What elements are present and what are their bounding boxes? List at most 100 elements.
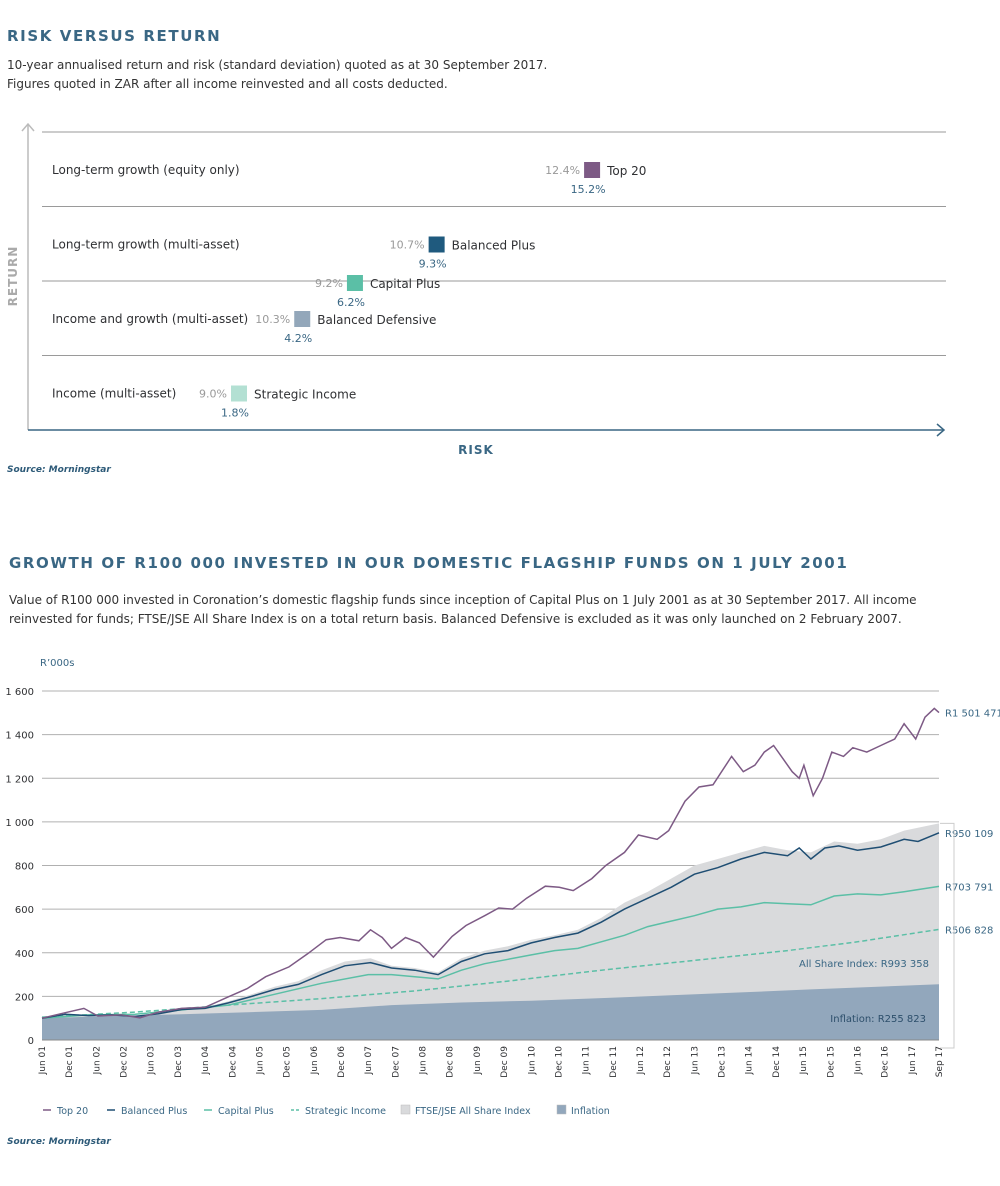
y-tick-label: 1 000	[5, 818, 34, 829]
fund-return-label: 12.4%	[545, 164, 580, 177]
end-value-label: R950 109	[945, 829, 993, 840]
x-tick-label: Dec 15	[826, 1046, 836, 1078]
risk-return-subtitle-line2: Figures quoted in ZAR after all income r…	[7, 76, 448, 91]
legend-label: Top 20	[56, 1106, 88, 1117]
line-top-20	[41, 707, 940, 1019]
x-tick-label: Dec 06	[337, 1046, 347, 1078]
x-tick-label: Jun 14	[745, 1046, 755, 1076]
x-tick-label: Dec 08	[446, 1046, 456, 1078]
x-tick-label: Jun 16	[853, 1046, 863, 1076]
risk-axis-label: RISK	[458, 443, 494, 457]
x-tick-label: Dec 10	[554, 1046, 564, 1078]
x-tick-label: Dec 09	[500, 1046, 510, 1078]
x-tick-label: Dec 04	[228, 1046, 238, 1078]
fund-return-label: 10.3%	[255, 313, 290, 326]
category-label: Income (multi-asset)	[52, 387, 176, 401]
legend-label: Inflation	[571, 1106, 610, 1117]
fund-risk-label: 15.2%	[571, 183, 606, 196]
risk-axis-arrow	[936, 423, 946, 437]
category-label: Long-term growth (equity only)	[52, 163, 240, 177]
fund-return-label: 9.2%	[315, 277, 343, 290]
end-value-label: R703 791	[945, 882, 993, 893]
area-ftse-jse-all-share-index	[42, 823, 939, 1040]
y-tick-label: 1 200	[5, 774, 34, 785]
risk-return-title: RISK VERSUS RETURN	[7, 27, 222, 45]
risk-return-subtitle: 10-year annualised return and risk (stan…	[7, 56, 547, 93]
fund-name-label: Balanced Plus	[452, 239, 536, 253]
category-label: Long-term growth (multi-asset)	[52, 238, 240, 252]
x-tick-label: Jun 15	[799, 1046, 809, 1075]
y-tick-label: 200	[15, 992, 34, 1003]
fund-marker	[584, 162, 601, 178]
x-tick-label: Dec 03	[174, 1046, 184, 1078]
line-capital-plus	[41, 885, 940, 1019]
fund-marker	[231, 385, 247, 402]
fund-name-label: Balanced Defensive	[317, 313, 436, 327]
fund-risk-label: 6.2%	[337, 296, 365, 309]
x-tick-label: Jun 06	[310, 1046, 320, 1076]
growth-subtitle-line2: reinvested for funds; FTSE/JSE All Share…	[9, 611, 902, 626]
legend-label: Capital Plus	[218, 1106, 274, 1117]
share-index-bracket	[940, 822, 955, 1049]
fund-marker	[346, 275, 363, 291]
fund-name-label: Top 20	[606, 164, 646, 178]
x-tick-label: Jun 13	[690, 1046, 700, 1075]
risk-return-chart: RETURN RISK Long-term growth (equity only)…	[6, 122, 946, 457]
x-tick-label: Jun 05	[255, 1046, 265, 1075]
x-tick-label: Jun 02	[92, 1046, 102, 1075]
legend-label: Strategic Income	[305, 1106, 386, 1117]
x-tick-label: Jun 03	[147, 1046, 157, 1075]
x-tick-label: Dec 05	[283, 1046, 293, 1078]
x-tick-label: Jun 12	[636, 1046, 646, 1075]
x-tick-label: Dec 13	[718, 1046, 728, 1078]
risk-return-subtitle-line1: 10-year annualised return and risk (stan…	[7, 58, 548, 72]
x-tick-label: Dec 11	[609, 1046, 619, 1078]
y-tick-label: 400	[15, 949, 34, 960]
x-tick-label: Jun 17	[908, 1046, 918, 1075]
x-tick-label: Jun 04	[201, 1046, 211, 1076]
share-index-annotation: All Share Index: R993 358	[799, 959, 929, 970]
y-tick-label: 1 600	[5, 687, 34, 698]
growth-subtitle: Value of R100 000 invested in Coronation…	[9, 591, 917, 628]
legend-swatch	[400, 1104, 411, 1115]
fund-risk-label: 1.8%	[221, 407, 249, 420]
x-tick-label: Jun 11	[582, 1046, 592, 1075]
legend-label: FTSE/JSE All Share Index	[415, 1106, 531, 1117]
end-value-label: R506 828	[945, 925, 993, 936]
y-axis-unit-label: R’000s	[40, 658, 74, 669]
x-tick-label: Dec 01	[65, 1046, 75, 1078]
x-tick-label: Dec 07	[391, 1046, 401, 1078]
x-tick-label: Dec 02	[120, 1046, 130, 1078]
x-tick-label: Jun 07	[364, 1046, 374, 1075]
legend-label: Balanced Plus	[121, 1106, 187, 1117]
x-tick-label: Jun 09	[473, 1046, 483, 1076]
growth-source: Source: Morningstar	[7, 1137, 111, 1147]
x-tick-label: Sep 17	[935, 1046, 945, 1077]
risk-return-source: Source: Morningstar	[7, 465, 111, 475]
x-tick-label: Dec 16	[881, 1046, 891, 1078]
category-label: Income and growth (multi-asset)	[52, 312, 248, 326]
y-tick-label: 600	[15, 905, 34, 916]
fund-name-label: Capital Plus	[370, 277, 440, 291]
fund-marker	[294, 311, 311, 327]
growth-title: GROWTH OF R100 000 INVESTED IN OUR DOMES…	[9, 554, 849, 572]
fund-return-label: 10.7%	[390, 239, 425, 252]
fund-risk-label: 4.2%	[284, 332, 312, 345]
inflation-annotation: Inflation: R255 823	[830, 1014, 926, 1025]
area-inflation	[42, 984, 939, 1040]
fund-name-label: Strategic Income	[254, 388, 356, 402]
x-tick-label: Dec 14	[772, 1046, 782, 1078]
fund-risk-label: 9.3%	[419, 258, 447, 271]
fund-marker	[428, 236, 445, 253]
line-balanced-plus	[41, 832, 940, 1019]
growth-chart: R’000s 0 200 400 600 800 1 000 1 200 1 400 1 600 R…	[5, 658, 1000, 1117]
return-axis-arrow	[21, 122, 35, 132]
x-tick-label: Dec 12	[663, 1046, 673, 1078]
legend-swatch	[556, 1104, 567, 1115]
y-tick-label: 800	[15, 862, 34, 873]
growth-subtitle-line1: Value of R100 000 invested in Coronation…	[9, 593, 917, 607]
x-tick-label: Jun 01	[38, 1046, 48, 1075]
y-tick-label: 0	[28, 1036, 34, 1047]
fund-return-label: 9.0%	[199, 388, 227, 401]
x-tick-label: Jun 08	[419, 1046, 429, 1076]
